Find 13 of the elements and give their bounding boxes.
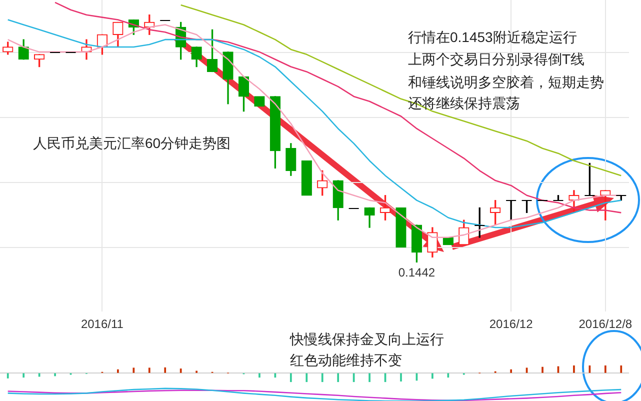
annotation: 行情在0.1453附近稳定运行 bbox=[408, 28, 577, 45]
annotation: 0.1442 bbox=[398, 265, 436, 280]
text: 人民币兑美元汇率60分钟走势图 bbox=[33, 134, 231, 151]
x-tick-label: 2016/11 bbox=[80, 317, 124, 332]
annotation: 红色动能维持不变 bbox=[290, 352, 402, 368]
candlestick bbox=[396, 207, 406, 248]
candlestick bbox=[506, 200, 517, 220]
text: 快慢线保持金叉向上运行 bbox=[289, 330, 444, 347]
x-tick-label: 2016/12/8 bbox=[578, 317, 632, 332]
candlestick bbox=[301, 160, 312, 196]
annotation: 上两个交易日分别录得倒T线 bbox=[408, 50, 585, 67]
annotation: 和锤线说明多空胶着，短期走势 bbox=[408, 74, 604, 90]
x-tick-label: 2016/12 bbox=[489, 317, 534, 332]
